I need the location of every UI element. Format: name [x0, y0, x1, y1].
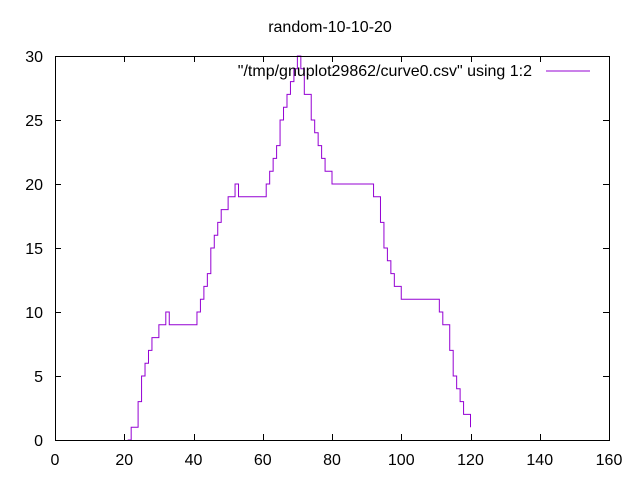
series-group	[127, 55, 471, 441]
y-tick-label: 10	[25, 305, 43, 322]
y-tick-label: 30	[25, 49, 43, 66]
x-tick-label: 20	[115, 452, 133, 469]
y-tick-labels: 0 5 10 15 20 25 30	[25, 49, 43, 450]
y-tick-label: 5	[34, 369, 43, 386]
x-tick-labels: 0 20 40 60 80 100 120 140 160	[51, 452, 623, 469]
y-tick-label: 20	[25, 177, 43, 194]
chart-title: random-10-10-20	[268, 19, 392, 36]
x-tick-label: 0	[51, 452, 60, 469]
y-tick-label: 15	[25, 241, 43, 258]
x-tick-label: 160	[596, 452, 623, 469]
x-tick-label: 140	[526, 452, 553, 469]
legend: "/tmp/gnuplot29862/curve0.csv" using 1:2	[238, 63, 590, 80]
y-tick-label: 0	[34, 433, 43, 450]
y-tick-label: 25	[25, 113, 43, 130]
x-tick-label: 40	[185, 452, 203, 469]
x-tick-label: 80	[323, 452, 341, 469]
x-tick-label: 100	[388, 452, 415, 469]
series-line	[127, 55, 471, 441]
plot-frame	[55, 56, 610, 441]
ticks	[55, 56, 610, 441]
x-tick-label: 120	[457, 452, 484, 469]
x-tick-label: 60	[254, 452, 272, 469]
legend-label: "/tmp/gnuplot29862/curve0.csv" using 1:2	[238, 63, 532, 80]
